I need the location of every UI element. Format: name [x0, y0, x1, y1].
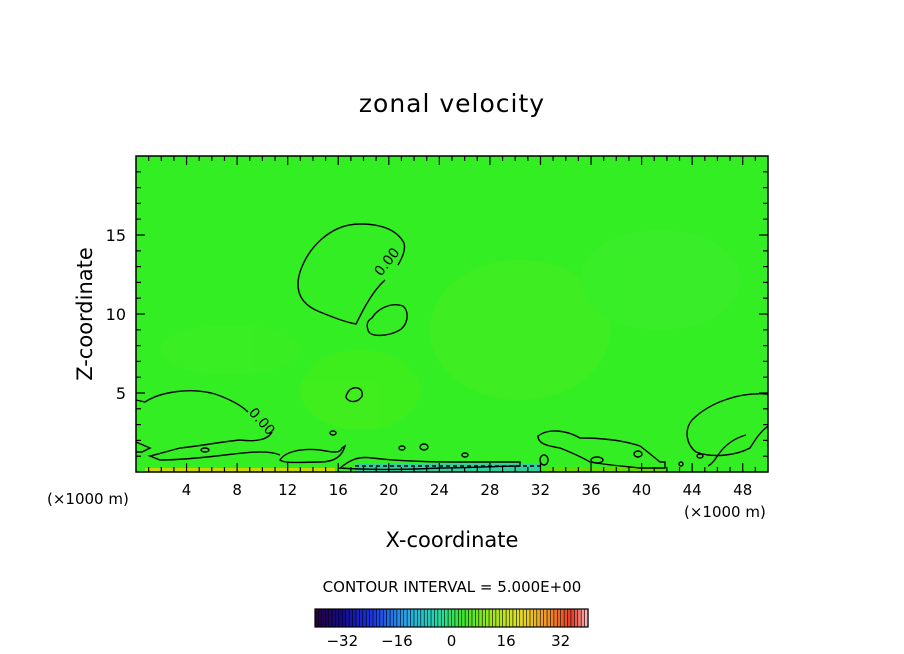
- contour-interval-text: CONTOUR INTERVAL = 5.000E+00: [323, 578, 582, 596]
- y-axis-label: Z-coordinate: [73, 247, 97, 381]
- x-axis-label: X-coordinate: [386, 528, 519, 552]
- colorbar-tick-label: 16: [497, 632, 516, 650]
- contour-left-low: [135, 390, 249, 413]
- contour-tiny: [398, 445, 406, 451]
- plot-area-field: [136, 156, 768, 472]
- colorbar-tick-label: 0: [447, 632, 457, 650]
- contour-left-low-tail: [147, 431, 281, 461]
- contour-tiny: [678, 461, 684, 467]
- x-tick-label: 40: [632, 481, 651, 499]
- surface-band-right: [545, 467, 665, 472]
- colorbar: [314, 608, 589, 628]
- x-tick-label: 48: [733, 481, 752, 499]
- x-tick-label: 32: [531, 481, 550, 499]
- contour-tiny: [200, 447, 210, 453]
- contour-right-high: [686, 393, 769, 457]
- contour-center-patch: [338, 456, 521, 471]
- contour-tiny: [590, 456, 604, 464]
- contour-tiny: [633, 450, 643, 458]
- x-axis-tick-labels: 4 8 12 16 20 24 28 32 36 40 44 48: [182, 481, 752, 499]
- contour-left-edge: [135, 441, 152, 453]
- colorbar-tick-label: 32: [551, 632, 570, 650]
- y-tick-label: 5: [116, 384, 126, 403]
- x-tick-label: 20: [379, 481, 398, 499]
- x-unit-left: (×1000 m): [47, 490, 129, 508]
- surface-band-left: [145, 468, 335, 472]
- contour-right-edge-inner: [707, 434, 747, 467]
- y-tick-label: 10: [106, 305, 126, 324]
- x-tick-label: 16: [329, 481, 348, 499]
- field-shading: [160, 230, 740, 430]
- contour-tiny: [539, 454, 549, 466]
- colorbar-tick-labels: −32 −16 0 16 32: [326, 632, 570, 650]
- x-tick-label: 24: [430, 481, 449, 499]
- contour-small-loop: [345, 387, 363, 403]
- shade-blob: [160, 325, 300, 375]
- contour-lines: [135, 223, 769, 471]
- x-tick-label: 12: [278, 481, 297, 499]
- contour-right-mid: [537, 430, 666, 469]
- x-tick-label: 28: [480, 481, 499, 499]
- contour-upper-blob: [297, 223, 405, 325]
- x-tick-label: 4: [182, 481, 192, 499]
- colorbar-frame: [314, 608, 589, 628]
- contour-mid-blob: [366, 304, 408, 337]
- contour-tiny: [329, 430, 337, 436]
- contour-tiny: [461, 452, 469, 458]
- x-tick-label: 36: [581, 481, 600, 499]
- y-axis-ticks: [136, 171, 768, 457]
- y-axis-tick-labels: 5 10 15: [106, 226, 126, 403]
- chart-title: zonal velocity: [359, 89, 545, 118]
- colorbar-tick-label: −32: [326, 632, 358, 650]
- contour-tiny: [696, 453, 704, 459]
- shade-blob: [430, 260, 610, 400]
- contour-upper-blob-tail: [397, 242, 406, 266]
- contour-center-low: [279, 444, 347, 464]
- shade-blob: [580, 230, 740, 330]
- y-tick-label: 15: [106, 226, 126, 245]
- colorbar-tick-label: −16: [381, 632, 413, 650]
- x-tick-label: 8: [232, 481, 242, 499]
- x-axis-ticks: [148, 156, 756, 472]
- x-unit-right: (×1000 m): [684, 503, 766, 521]
- x-tick-label: 44: [683, 481, 702, 499]
- contour-tiny: [419, 443, 429, 451]
- shade-blob: [300, 350, 420, 430]
